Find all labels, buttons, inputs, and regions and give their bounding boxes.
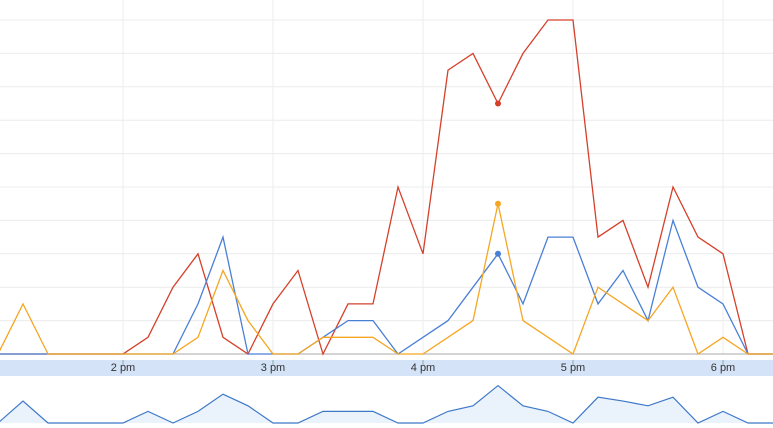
highlight-point	[495, 200, 501, 207]
axis-band	[0, 360, 773, 376]
x-tick-label: 2 pm	[111, 362, 135, 374]
highlight-point	[495, 250, 501, 257]
navigator-line	[0, 384, 773, 424]
highlight-point	[495, 100, 501, 107]
series-line	[0, 203, 773, 355]
series-line	[0, 19, 773, 356]
x-tick-label: 5 pm	[561, 362, 585, 374]
x-tick-label: 6 pm	[711, 362, 735, 374]
x-tick-label: 3 pm	[261, 362, 285, 374]
x-tick-label: 4 pm	[411, 362, 435, 374]
